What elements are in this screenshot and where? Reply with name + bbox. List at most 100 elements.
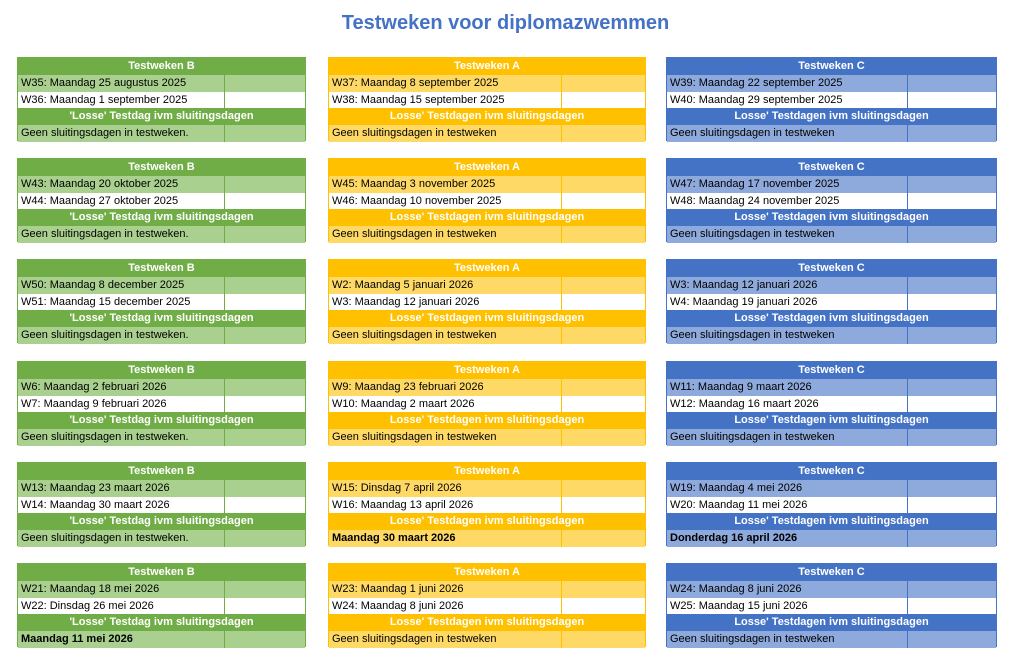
empty-cell xyxy=(561,597,645,615)
losse-testdag-header: Losse' Testdagen ivm sluitingsdagen xyxy=(329,310,645,327)
week-date: W23: Maandag 1 juni 2026 xyxy=(332,582,464,595)
losse-testdag-row: Maandag 30 maart 2026 xyxy=(329,530,645,547)
week-date: W11: Maandag 9 maart 2026 xyxy=(670,380,812,393)
empty-cell xyxy=(907,125,996,142)
week-date: W25: Maandag 15 juni 2026 xyxy=(670,599,808,612)
week-row-2: W38: Maandag 15 september 2025 xyxy=(329,91,645,109)
empty-cell xyxy=(907,597,996,615)
losse-testdag-header: 'Losse' Testdag ivm sluitingsdagen xyxy=(18,513,305,530)
week-date: W35: Maandag 25 augustus 2025 xyxy=(21,76,187,89)
week-date: W13: Maandag 23 maart 2026 xyxy=(21,481,170,494)
empty-cell xyxy=(907,530,996,547)
losse-testdag-header: Losse' Testdagen ivm sluitingsdagen xyxy=(667,310,996,327)
block-header: Testweken C xyxy=(667,564,996,581)
losse-testdag-row: Geen sluitingsdagen in testweken. xyxy=(18,125,305,142)
losse-testdag-header: Losse' Testdagen ivm sluitingsdagen xyxy=(329,412,645,429)
testweken-block: Testweken A W45: Maandag 3 november 2025 W… xyxy=(328,158,646,243)
losse-testdag-note: Geen sluitingsdagen in testweken. xyxy=(21,431,189,443)
week-date: W37: Maandag 8 september 2025 xyxy=(332,76,499,89)
empty-cell xyxy=(224,192,305,210)
losse-testdag-note: Geen sluitingsdagen in testweken xyxy=(670,633,835,645)
page-title: Testweken voor diplomazwemmen xyxy=(341,12,670,34)
losse-testdag-row: Geen sluitingsdagen in testweken. xyxy=(18,226,305,243)
testweken-block: Testweken C W11: Maandag 9 maart 2026 W12:… xyxy=(666,361,997,446)
losse-testdag-row: Geen sluitingsdagen in testweken xyxy=(667,631,996,648)
empty-cell xyxy=(561,580,645,598)
testweken-block: Testweken B W13: Maandag 23 maart 2026 W14… xyxy=(17,462,306,547)
week-date: W46: Maandag 10 november 2025 xyxy=(332,194,502,207)
losse-testdag-row: Geen sluitingsdagen in testweken xyxy=(667,125,996,142)
week-row-1: W19: Maandag 4 mei 2026 xyxy=(667,479,996,497)
losse-testdag-header: 'Losse' Testdag ivm sluitingsdagen xyxy=(18,209,305,226)
week-date: W3: Maandag 12 januari 2026 xyxy=(332,295,480,308)
empty-cell xyxy=(561,276,645,294)
empty-cell xyxy=(907,327,996,344)
week-row-1: W43: Maandag 20 oktober 2025 xyxy=(18,175,305,193)
week-date: W48: Maandag 24 november 2025 xyxy=(670,194,840,207)
losse-testdag-header: Losse' Testdagen ivm sluitingsdagen xyxy=(667,209,996,226)
empty-cell xyxy=(561,378,645,396)
losse-testdag-note: Geen sluitingsdagen in testweken xyxy=(332,127,497,139)
week-row-1: W2: Maandag 5 januari 2026 xyxy=(329,276,645,294)
week-row-2: W46: Maandag 10 november 2025 xyxy=(329,192,645,210)
losse-testdag-note: Donderdag 16 april 2026 xyxy=(670,532,798,544)
losse-testdag-note: Maandag 11 mei 2026 xyxy=(21,633,133,645)
empty-cell xyxy=(561,125,645,142)
losse-testdag-row: Geen sluitingsdagen in testweken xyxy=(329,429,645,446)
losse-testdag-header: Losse' Testdagen ivm sluitingsdagen xyxy=(329,209,645,226)
week-row-1: W47: Maandag 17 november 2025 xyxy=(667,175,996,193)
empty-cell xyxy=(224,580,305,598)
empty-cell xyxy=(224,74,305,92)
testweken-block: Testweken C W24: Maandag 8 juni 2026 W25: … xyxy=(666,563,997,648)
week-row-2: W25: Maandag 15 juni 2026 xyxy=(667,597,996,615)
week-date: W51: Maandag 15 december 2025 xyxy=(21,295,191,308)
empty-cell xyxy=(907,192,996,210)
losse-testdag-header: 'Losse' Testdag ivm sluitingsdagen xyxy=(18,614,305,631)
block-header: Testweken B xyxy=(18,159,305,176)
empty-cell xyxy=(561,91,645,109)
losse-testdag-row: Donderdag 16 april 2026 xyxy=(667,530,996,547)
testweken-block: Testweken A W37: Maandag 8 september 2025… xyxy=(328,57,646,142)
week-row-1: W35: Maandag 25 augustus 2025 xyxy=(18,74,305,92)
week-date: W20: Maandag 11 mei 2026 xyxy=(670,498,808,511)
week-row-1: W45: Maandag 3 november 2025 xyxy=(329,175,645,193)
week-row-1: W15: Dinsdag 7 april 2026 xyxy=(329,479,645,497)
losse-testdag-note: Geen sluitingsdagen in testweken. xyxy=(21,127,189,139)
week-date: W3: Maandag 12 januari 2026 xyxy=(670,278,818,291)
losse-testdag-header: Losse' Testdagen ivm sluitingsdagen xyxy=(667,108,996,125)
week-row-1: W37: Maandag 8 september 2025 xyxy=(329,74,645,92)
empty-cell xyxy=(561,74,645,92)
block-header: Testweken B xyxy=(18,260,305,277)
testweken-block: Testweken B W21: Maandag 18 mei 2026 W22: … xyxy=(17,563,306,648)
losse-testdag-note: Geen sluitingsdagen in testweken. xyxy=(21,228,189,240)
week-date: W15: Dinsdag 7 april 2026 xyxy=(332,481,462,494)
testweken-block: Testweken B W43: Maandag 20 oktober 2025 W… xyxy=(17,158,306,243)
empty-cell xyxy=(561,429,645,446)
empty-cell xyxy=(224,125,305,142)
week-row-2: W24: Maandag 8 juni 2026 xyxy=(329,597,645,615)
week-row-2: W51: Maandag 15 december 2025 xyxy=(18,293,305,311)
empty-cell xyxy=(907,395,996,413)
losse-testdag-note: Maandag 30 maart 2026 xyxy=(332,532,456,544)
empty-cell xyxy=(561,479,645,497)
week-date: W24: Maandag 8 juni 2026 xyxy=(332,599,464,612)
empty-cell xyxy=(224,597,305,615)
losse-testdag-row: Geen sluitingsdagen in testweken xyxy=(329,327,645,344)
block-header: Testweken C xyxy=(667,159,996,176)
losse-testdag-row: Geen sluitingsdagen in testweken. xyxy=(18,530,305,547)
testweken-block: Testweken B W35: Maandag 25 augustus 2025… xyxy=(17,57,306,142)
week-date: W6: Maandag 2 februari 2026 xyxy=(21,380,167,393)
week-row-2: W7: Maandag 9 februari 2026 xyxy=(18,395,305,413)
testweken-block: Testweken C W47: Maandag 17 november 2025… xyxy=(666,158,997,243)
empty-cell xyxy=(224,175,305,193)
week-row-2: W48: Maandag 24 november 2025 xyxy=(667,192,996,210)
empty-cell xyxy=(561,530,645,547)
empty-cell xyxy=(224,327,305,344)
empty-cell xyxy=(224,91,305,109)
testweken-block: Testweken A W2: Maandag 5 januari 2026 W3:… xyxy=(328,259,646,344)
block-header: Testweken B xyxy=(18,463,305,480)
block-header: Testweken A xyxy=(329,260,645,277)
week-row-1: W9: Maandag 23 februari 2026 xyxy=(329,378,645,396)
losse-testdag-row: Geen sluitingsdagen in testweken. xyxy=(18,429,305,446)
week-date: W10: Maandag 2 maart 2026 xyxy=(332,397,475,410)
